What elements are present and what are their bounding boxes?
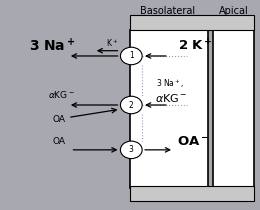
Text: 2: 2 xyxy=(129,101,134,109)
Text: OA: OA xyxy=(52,137,65,146)
Bar xyxy=(130,186,254,201)
Text: 3: 3 xyxy=(129,145,134,154)
Circle shape xyxy=(120,96,142,114)
Bar xyxy=(213,30,254,188)
Text: $\alpha$KG$^-$: $\alpha$KG$^-$ xyxy=(154,92,187,104)
Bar xyxy=(130,15,254,30)
Text: $\alpha$KG$^-$: $\alpha$KG$^-$ xyxy=(48,89,75,100)
Circle shape xyxy=(120,141,142,159)
Text: K$^+$: K$^+$ xyxy=(106,37,118,49)
Text: $\mathbf{2\ K^+}$: $\mathbf{2\ K^+}$ xyxy=(178,39,212,54)
Text: Apical: Apical xyxy=(219,6,248,16)
Text: 1: 1 xyxy=(129,51,134,60)
Text: OA: OA xyxy=(52,116,65,125)
Text: $\mathbf{OA^-}$: $\mathbf{OA^-}$ xyxy=(177,135,209,148)
Text: Basolateral: Basolateral xyxy=(140,6,195,16)
Bar xyxy=(130,30,207,188)
Circle shape xyxy=(120,47,142,65)
Text: 3 Na$^+$,: 3 Na$^+$, xyxy=(156,78,184,91)
Text: $\mathbf{3\ Na^+}$: $\mathbf{3\ Na^+}$ xyxy=(29,37,76,54)
